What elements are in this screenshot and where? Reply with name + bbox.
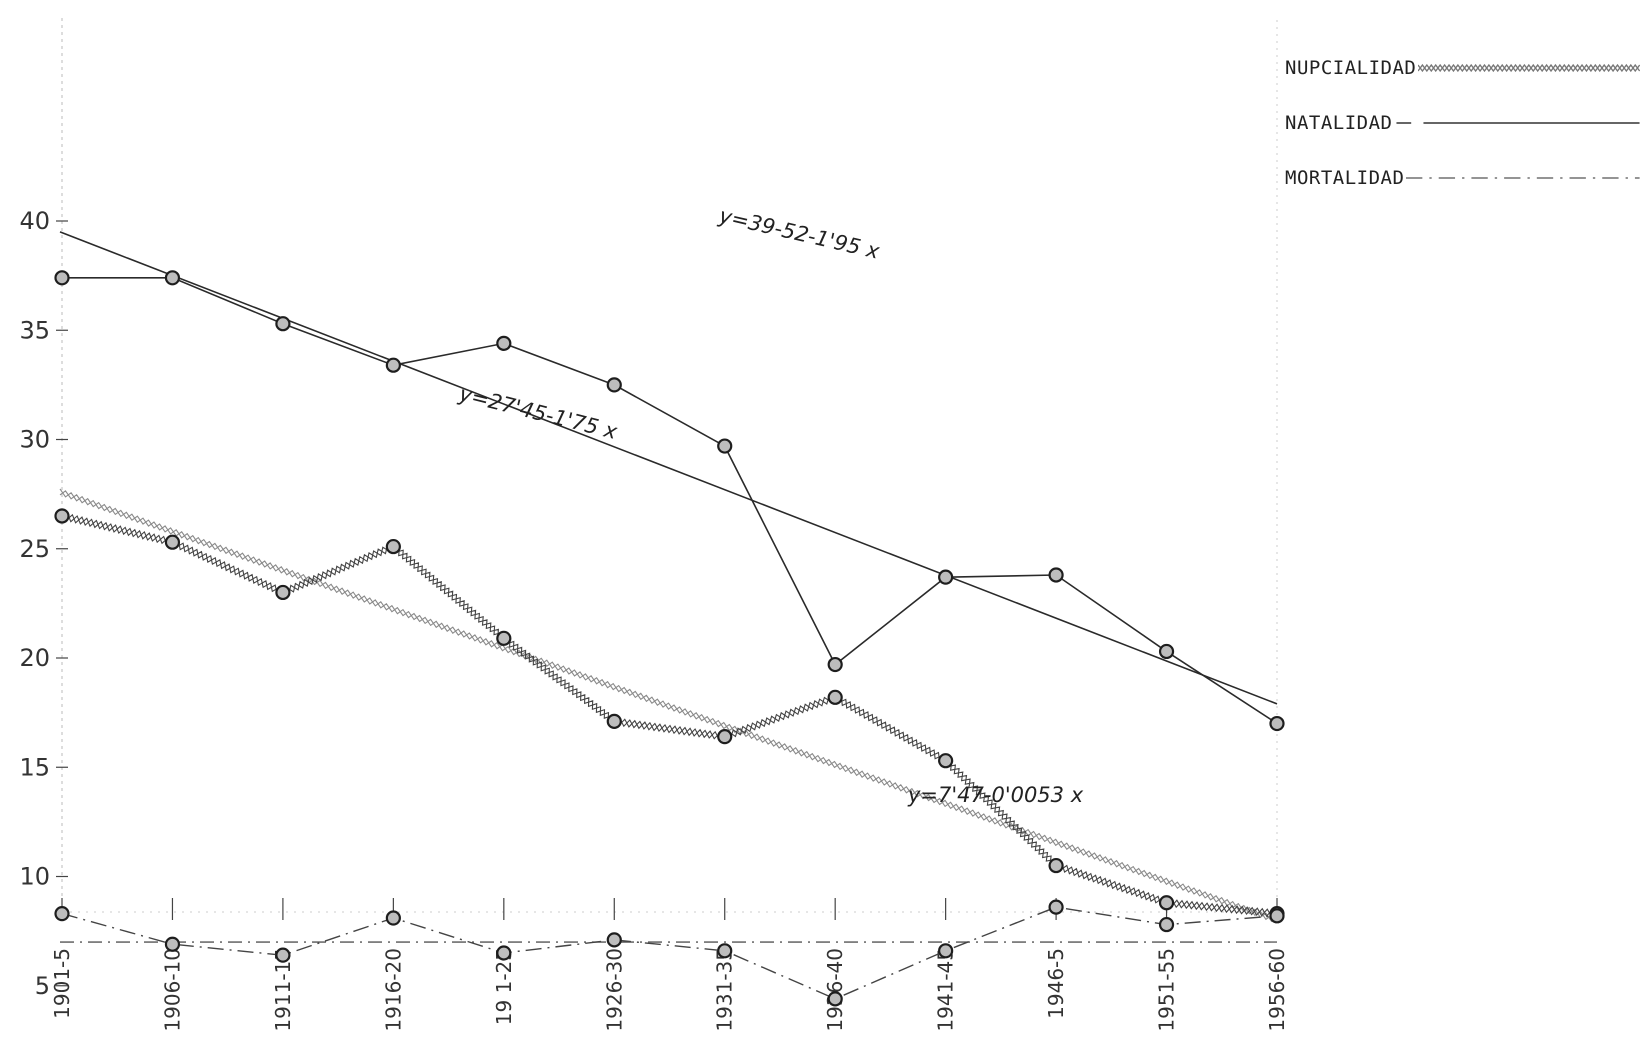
- data-point-natalidad: [54, 270, 70, 286]
- data-point-nupcialidad: [606, 713, 622, 729]
- legend-solid-swatch: [1394, 117, 1640, 129]
- data-point-mortalidad: [1158, 916, 1175, 933]
- data-point-nupcialidad: [54, 508, 70, 524]
- series-line-natalidad: [62, 277, 1278, 725]
- data-point-natalidad: [606, 377, 622, 393]
- data-point-mortalidad: [54, 906, 70, 922]
- data-point-natalidad: [1269, 715, 1285, 732]
- series-line-nupcialidad: [62, 512, 1278, 918]
- x-tick-label: 1931-35: [713, 948, 737, 1032]
- y-tick-label: 10: [19, 863, 50, 891]
- data-point-nupcialidad: [275, 584, 291, 601]
- x-tick-label: 1951-55: [1155, 948, 1179, 1032]
- y-tick-label: 15: [19, 753, 50, 781]
- data-point-natalidad: [938, 569, 954, 585]
- data-point-mortalidad: [938, 943, 954, 959]
- data-point-natalidad: [496, 335, 512, 351]
- x-tick-label: 1956-60: [1265, 948, 1289, 1032]
- y-tick-label: 20: [19, 644, 50, 672]
- data-point-mortalidad: [275, 947, 291, 963]
- data-point-nupcialidad: [1048, 857, 1064, 874]
- y-tick-label: 25: [19, 535, 50, 563]
- data-point-nupcialidad: [385, 538, 401, 555]
- y-tick-label: 35: [19, 316, 50, 344]
- x-tick-label: 1941-45: [934, 948, 958, 1032]
- series-line-mortalidad: [61, 906, 1278, 1000]
- data-point-nupcialidad: [496, 630, 512, 646]
- legend: NUPCIALIDAD NATALIDAD MORTALIDAD: [1285, 40, 1640, 205]
- series-lines: [60, 277, 1278, 1000]
- equation-label-mortalidad: y=7'47-0'0053 x: [907, 783, 1084, 807]
- data-point-natalidad: [1048, 567, 1064, 583]
- data-point-mortalidad: [717, 943, 733, 959]
- data-point-nupcialidad: [717, 729, 733, 745]
- equation-label-natalidad: y=39-52-1'95 x: [716, 203, 882, 264]
- data-point-natalidad: [275, 316, 291, 332]
- legend-item-mortalidad: MORTALIDAD: [1285, 150, 1640, 205]
- legend-item-natalidad: NATALIDAD: [1285, 95, 1640, 150]
- data-point-mortalidad: [606, 932, 622, 948]
- data-point-mortalidad: [1048, 899, 1064, 915]
- data-point-natalidad: [827, 656, 843, 673]
- legend-dashdot-swatch: [1406, 172, 1640, 184]
- y-tick-label: 5: [35, 972, 50, 1000]
- x-tick-label: 1901-5: [50, 948, 74, 1019]
- x-tick-label: 1916-20: [381, 948, 405, 1032]
- equation-label-nupcialidad: y=27'45-1'75 x: [456, 381, 620, 444]
- x-tick-label: 1936-40: [823, 948, 847, 1032]
- data-point-mortalidad: [827, 991, 843, 1007]
- x-tick-label: 19 1-25: [492, 948, 516, 1025]
- legend-label: NATALIDAD: [1285, 111, 1393, 134]
- data-point-nupcialidad: [827, 689, 843, 705]
- y-tick-label: 40: [19, 207, 50, 235]
- x-tick-label: 1906-10: [160, 948, 184, 1032]
- data-point-natalidad: [385, 357, 401, 373]
- data-point-natalidad: [1158, 643, 1175, 660]
- data-point-nupcialidad: [1158, 895, 1175, 911]
- trend-lines: [59, 231, 1278, 943]
- trend-line-natalidad: [59, 231, 1278, 705]
- y-tick-label: 30: [19, 426, 50, 454]
- annotations: y=39-52-1'95 x y=27'45-1'75 x y=7'47-0'005…: [456, 203, 1084, 807]
- data-point-mortalidad: [1269, 908, 1285, 924]
- x-tick-label: 1926-30: [602, 948, 626, 1032]
- legend-crosshatch-swatch: [1418, 62, 1640, 74]
- x-tick-label: 1946-5: [1044, 948, 1068, 1019]
- data-point-natalidad: [164, 270, 181, 286]
- trend-line-nupcialidad: [59, 488, 1278, 923]
- data-point-nupcialidad: [938, 753, 954, 769]
- legend-label: MORTALIDAD: [1285, 166, 1405, 189]
- legend-item-nupcialidad: NUPCIALIDAD: [1285, 40, 1640, 95]
- data-point-natalidad: [717, 438, 733, 454]
- data-point-nupcialidad: [164, 534, 181, 550]
- data-point-mortalidad: [385, 910, 401, 926]
- data-point-mortalidad: [164, 936, 181, 952]
- legend-label: NUPCIALIDAD: [1285, 56, 1417, 79]
- series-points: [54, 270, 1285, 1007]
- trend-line-nupcialidad: [59, 490, 1278, 924]
- data-point-mortalidad: [496, 945, 512, 961]
- series-line-nupcialidad: [60, 512, 1278, 918]
